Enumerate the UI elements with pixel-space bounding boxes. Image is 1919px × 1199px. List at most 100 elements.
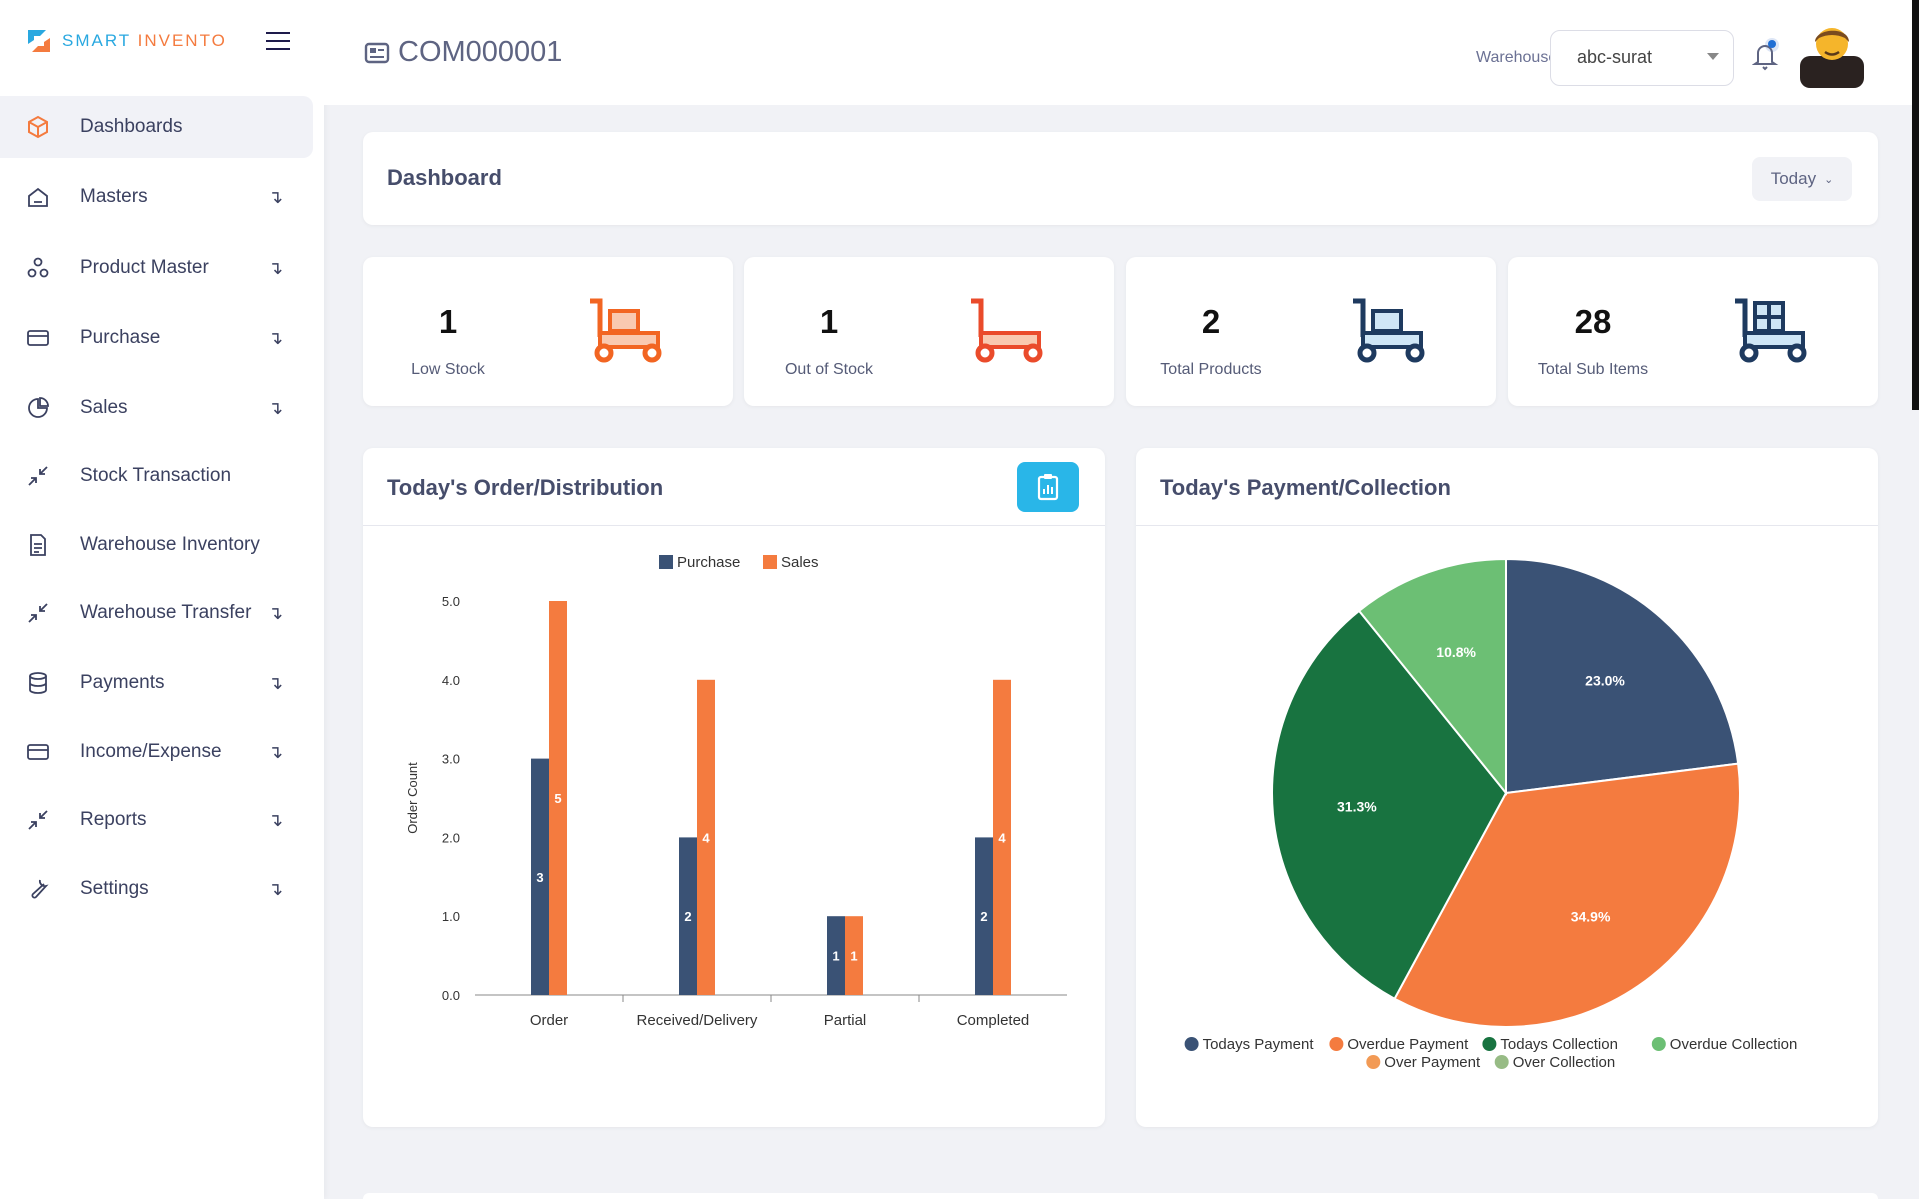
slice-label: 10.8% bbox=[1436, 644, 1476, 660]
bar-chart: Purchase Sales 0.0 1.0 2.0 3.0 4.0 5.0 Order Cou… bbox=[405, 554, 1067, 1029]
y-tick-label: 1.0 bbox=[442, 909, 460, 924]
period-dropdown[interactable]: Today ⌄ bbox=[1752, 157, 1852, 201]
pie-icon bbox=[28, 397, 49, 418]
y-axis-label: Order Count bbox=[405, 762, 420, 834]
sidebar-item-label: Sales bbox=[80, 397, 128, 418]
sidebar-item-masters[interactable]: Masters ↴ bbox=[0, 166, 313, 228]
sidebar-item-payments[interactable]: Payments ↴ bbox=[0, 652, 313, 714]
cart-icon bbox=[1353, 298, 1425, 363]
pie-slice-overdue-payment bbox=[1393, 762, 1741, 1028]
sidebar-item-label: Purchase bbox=[80, 327, 161, 348]
data-label: 2 bbox=[684, 909, 691, 924]
x-tick-label: Completed bbox=[957, 1012, 1030, 1029]
dashboard-header-card: Dashboard Today ⌄ bbox=[363, 132, 1878, 225]
payment-collection-card: Today's Payment/Collection 23.0% 34.9% 31.… bbox=[1136, 448, 1878, 1127]
sidebar-item-income-expense[interactable]: Income/Expense ↴ bbox=[0, 721, 313, 783]
warehouse-select[interactable]: abc-surat bbox=[1550, 30, 1734, 86]
legend-marker bbox=[1184, 1037, 1199, 1051]
slice-label: 23.0% bbox=[1585, 673, 1625, 689]
bar-sales bbox=[993, 679, 1011, 995]
notification-button[interactable] bbox=[1751, 38, 1782, 77]
bell-icon bbox=[1751, 38, 1779, 71]
y-tick-label: 2.0 bbox=[442, 830, 460, 845]
stat-label: Total Products bbox=[1160, 361, 1262, 378]
stat-card-total-products[interactable]: 2 Total Products bbox=[1126, 257, 1496, 406]
legend-label: Sales bbox=[781, 554, 819, 571]
bar-purchase bbox=[827, 916, 845, 995]
logo[interactable]: SMART INVENTO bbox=[24, 26, 227, 56]
sidebar-item-sales[interactable]: Sales ↴ bbox=[0, 377, 313, 439]
menu-toggle-icon[interactable] bbox=[266, 32, 290, 50]
legend-label: Todays Collection bbox=[1500, 1036, 1618, 1053]
stat-value: 1 bbox=[438, 303, 458, 340]
expand-arrow-icon: ↴ bbox=[268, 741, 284, 762]
data-label: 4 bbox=[702, 830, 710, 845]
legend-marker bbox=[1494, 1055, 1509, 1069]
expand-arrow-icon: ↴ bbox=[268, 602, 284, 623]
y-tick-label: 5.0 bbox=[442, 594, 460, 609]
y-tick-label: 3.0 bbox=[442, 752, 460, 767]
top-header: COM000001 Warehouse abc-surat bbox=[324, 0, 1919, 105]
caret-down-icon bbox=[1707, 53, 1719, 60]
pie-slice-todays-collection bbox=[1271, 609, 1508, 1001]
sidebar-item-label: Dashboards bbox=[80, 116, 183, 137]
report-button[interactable] bbox=[1017, 462, 1079, 512]
sidebar-item-product-master[interactable]: Product Master ↴ bbox=[0, 237, 313, 299]
data-label: 1 bbox=[832, 949, 839, 964]
sidebar-item-purchase[interactable]: Purchase ↴ bbox=[0, 307, 313, 369]
brand-name: SMART INVENTO bbox=[62, 31, 227, 50]
company-id: COM000001 bbox=[364, 36, 562, 69]
data-label: 2 bbox=[980, 909, 987, 924]
cart-icon bbox=[590, 298, 662, 363]
stat-card-low-stock[interactable]: 1 Low Stock bbox=[363, 257, 733, 406]
card-title: Today's Payment/Collection bbox=[1160, 475, 1451, 500]
sidebar-item-warehouse-inventory[interactable]: Warehouse Inventory bbox=[0, 514, 313, 576]
bar-sales bbox=[845, 916, 863, 995]
pie-slice-overdue-collection bbox=[1357, 557, 1507, 796]
expand-arrow-icon: ↴ bbox=[268, 397, 284, 418]
sidebar-item-label: Warehouse Inventory bbox=[80, 534, 260, 555]
stat-value: 1 bbox=[819, 303, 839, 340]
stat-label: Low Stock bbox=[411, 361, 485, 378]
cart-icon bbox=[971, 298, 1043, 363]
sidebar-item-dashboards[interactable]: Dashboards bbox=[0, 96, 313, 158]
legend-label: Todays Payment bbox=[1203, 1036, 1315, 1053]
sidebar-item-label: Masters bbox=[80, 186, 148, 207]
sidebar-item-settings[interactable]: Settings ↴ bbox=[0, 858, 313, 920]
page-title: Dashboard bbox=[387, 165, 502, 190]
y-tick-label: 4.0 bbox=[442, 673, 460, 688]
data-label: 1 bbox=[850, 949, 857, 964]
legend-label: Purchase bbox=[677, 554, 740, 571]
stat-card-total-sub-items[interactable]: 28 Total Sub Items bbox=[1508, 257, 1878, 406]
avatar[interactable] bbox=[1800, 22, 1866, 88]
x-tick-label: Partial bbox=[824, 1012, 867, 1029]
legend-swatch bbox=[659, 555, 673, 569]
sidebar-item-warehouse-transfer[interactable]: Warehouse Transfer ↴ bbox=[0, 582, 313, 644]
legend-swatch bbox=[763, 555, 777, 569]
sidebar: SMART INVENTO Dashboards Masters ↴ Produ… bbox=[0, 0, 324, 1199]
document-icon bbox=[30, 534, 46, 556]
bar-purchase bbox=[531, 758, 549, 995]
bar-purchase bbox=[679, 837, 697, 995]
stat-card-out-of-stock[interactable]: 1 Out of Stock bbox=[744, 257, 1114, 406]
stat-label: Total Sub Items bbox=[1537, 361, 1649, 378]
id-card-icon bbox=[364, 42, 390, 63]
sidebar-item-reports[interactable]: Reports ↴ bbox=[0, 789, 313, 851]
scrollbar[interactable] bbox=[1912, 0, 1919, 410]
sidebar-item-label: Reports bbox=[80, 809, 147, 830]
sidebar-item-label: Warehouse Transfer bbox=[80, 602, 252, 623]
cart-icon bbox=[1735, 298, 1807, 363]
nodes-icon bbox=[27, 257, 49, 278]
divider bbox=[363, 525, 1105, 526]
expand-arrow-icon: ↴ bbox=[268, 672, 284, 693]
legend-marker bbox=[1651, 1037, 1666, 1051]
legend-label: Overdue Collection bbox=[1670, 1036, 1798, 1053]
sidebar-item-stock-transaction[interactable]: Stock Transaction bbox=[0, 445, 313, 507]
compress-icon bbox=[28, 810, 48, 830]
clipboard-chart-icon bbox=[1037, 474, 1059, 501]
expand-arrow-icon: ↴ bbox=[268, 327, 284, 348]
legend-marker bbox=[1329, 1037, 1344, 1051]
pie-chart: 23.0% 34.9% 31.3% 10.8% Todays Payment Overdu… bbox=[1184, 557, 1798, 1071]
expand-arrow-icon: ↴ bbox=[268, 878, 284, 899]
sidebar-item-label: Settings bbox=[80, 878, 149, 899]
